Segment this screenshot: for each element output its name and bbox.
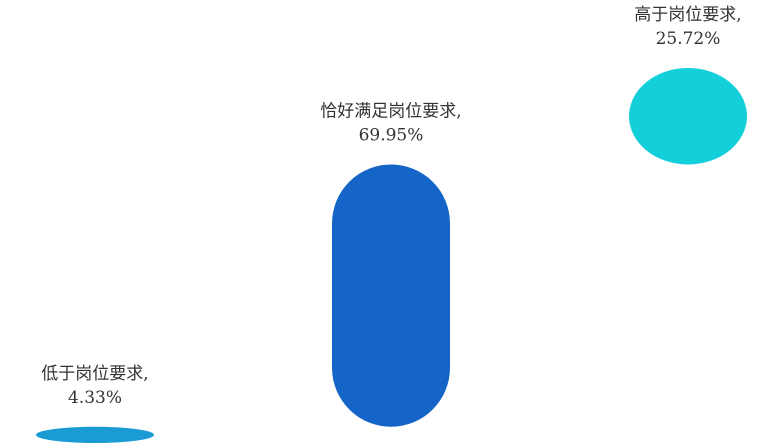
chart-labels: 低于岗位要求, 4.33% 恰好满足岗位要求, 69.95% 高于岗位要求, 25.72% [41,5,741,408]
category-label-2: 恰好满足岗位要求, [320,101,461,121]
value-label-1: 4.33% [68,388,122,408]
value-label-3: 25.72% [656,29,721,49]
bar-3 [629,68,747,165]
bar-1 [36,426,154,443]
chart-marks [36,68,747,443]
bar-2 [332,164,450,427]
category-label-3: 高于岗位要求, [634,5,741,25]
category-label-1: 低于岗位要求, [41,364,148,384]
value-label-2: 69.95% [359,125,424,145]
